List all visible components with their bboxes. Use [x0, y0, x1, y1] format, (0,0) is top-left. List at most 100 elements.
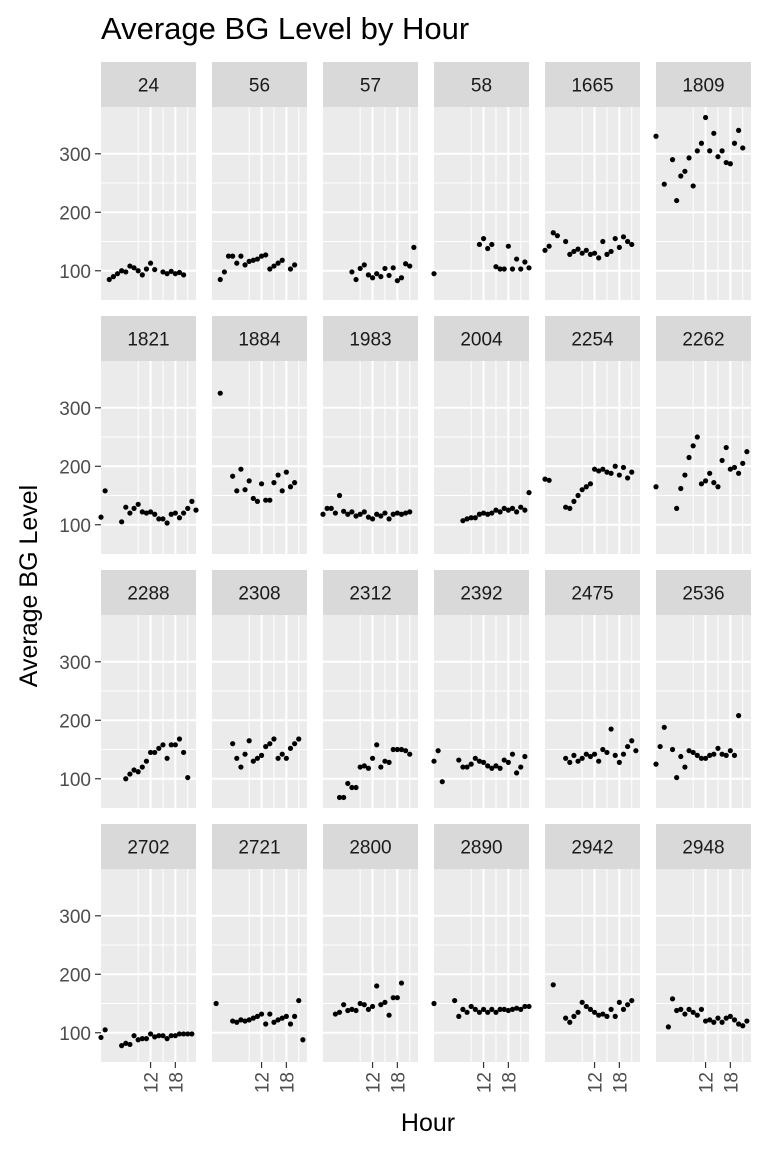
data-point [727, 466, 733, 472]
data-point [275, 1017, 281, 1023]
facet-strip [212, 316, 307, 361]
x-tick-label: 18 [166, 1072, 187, 1093]
data-point [320, 511, 326, 517]
data-point [152, 749, 158, 756]
facet-strip-label: 2254 [571, 330, 614, 351]
data-point [608, 726, 614, 732]
data-point [181, 1031, 187, 1037]
data-point [369, 516, 376, 522]
data-point [147, 1031, 154, 1037]
data-point [509, 266, 516, 272]
data-point [485, 1009, 491, 1015]
facet-strip [323, 62, 418, 107]
data-point [485, 245, 491, 252]
data-point [181, 510, 187, 516]
data-point [394, 278, 400, 284]
data-point [386, 272, 392, 279]
data-point [653, 133, 659, 139]
data-point [403, 261, 409, 267]
data-point [127, 263, 133, 269]
data-point [164, 271, 170, 277]
data-point [674, 197, 680, 204]
data-point [254, 256, 261, 262]
data-point [292, 1013, 298, 1019]
data-point [744, 1018, 750, 1024]
facet-strip-label: 24 [138, 76, 160, 97]
y-tick-label: 200 [59, 711, 91, 732]
facet-panel-24: 24 100 200 300 [59, 62, 196, 300]
data-point [341, 1002, 347, 1008]
data-point [514, 509, 520, 515]
data-point [292, 741, 298, 747]
data-point [296, 736, 302, 742]
data-point [629, 997, 635, 1004]
data-point [369, 275, 376, 281]
data-point [518, 764, 524, 770]
data-point [160, 742, 166, 748]
data-point [456, 1013, 462, 1019]
data-point [698, 481, 705, 487]
data-point [583, 751, 589, 757]
data-point [324, 505, 330, 511]
facet-strip-label: 57 [360, 76, 381, 97]
facet-strip-label: 56 [249, 76, 270, 97]
data-point [567, 505, 573, 511]
facet-strip-label: 58 [471, 76, 492, 97]
data-point [271, 1019, 277, 1025]
facet-strip-label: 2392 [460, 584, 502, 605]
data-point [156, 745, 162, 751]
data-point [476, 1009, 483, 1015]
data-point [526, 1003, 532, 1010]
data-point [554, 233, 560, 239]
data-point [616, 759, 622, 765]
data-point [230, 473, 236, 479]
data-point [489, 510, 495, 516]
facet-panel-2890: 2890 12 18 [431, 824, 532, 1093]
data-point [736, 1021, 742, 1027]
data-point [686, 155, 692, 161]
data-point [168, 1033, 174, 1039]
data-point [518, 266, 524, 272]
data-point [563, 755, 569, 761]
y-tick-label: 100 [59, 770, 91, 791]
data-point [744, 449, 750, 455]
data-point [546, 477, 552, 483]
data-point [464, 1009, 470, 1015]
data-point [382, 999, 388, 1005]
data-point [591, 466, 598, 472]
data-point [727, 161, 733, 167]
data-point [411, 244, 417, 250]
facet-strip [434, 824, 529, 869]
data-point [357, 764, 363, 770]
data-point [242, 751, 248, 757]
data-point [518, 504, 524, 510]
data-point [127, 510, 133, 516]
data-point [386, 516, 392, 522]
data-point [221, 269, 227, 275]
data-point [176, 736, 183, 742]
facet-panel-1809: 1809 [653, 62, 751, 300]
data-point [328, 505, 334, 511]
data-point [608, 1006, 614, 1012]
facet-strip-label: 2004 [460, 330, 503, 351]
data-point [625, 743, 631, 750]
y-tick-label: 300 [59, 399, 91, 420]
data-point [254, 498, 261, 504]
facet-panel-2536: 2536 [653, 570, 751, 808]
data-point [234, 488, 240, 494]
data-point [139, 1036, 145, 1042]
x-tick-label: 18 [610, 1072, 631, 1093]
data-point [283, 755, 289, 761]
data-point [374, 742, 380, 748]
data-point [382, 265, 388, 272]
facet-strip [656, 62, 751, 107]
data-point [485, 511, 491, 517]
data-point [361, 509, 367, 515]
data-point [435, 748, 441, 754]
data-point [336, 492, 343, 499]
data-point [727, 1013, 733, 1019]
data-point [238, 764, 244, 770]
data-point [234, 260, 240, 266]
data-point [374, 271, 380, 277]
data-point [279, 751, 285, 757]
